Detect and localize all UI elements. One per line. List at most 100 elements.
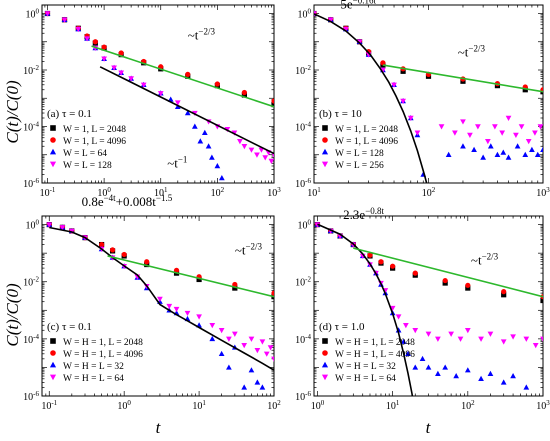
panel-c: 10-1 100 101 102 100 10-2 10-4 10-6 0.8e−4t+0.00…: [23, 193, 281, 412]
annotation: ~t−2/3: [458, 44, 486, 60]
data-point-triangle-up: [419, 355, 426, 362]
legend: W = 1, L = 2048 W = 1, L = 4096 W = L = 64…: [49, 125, 126, 171]
data-point-circle: [412, 270, 418, 276]
data-point-triangle-up: [500, 379, 507, 385]
data-point-triangle-down: [400, 98, 406, 104]
data-point-circle: [271, 290, 274, 296]
y-tick-label: 10-6: [23, 177, 39, 190]
data-point-triangle-up: [254, 379, 261, 385]
data-point-triangle-up: [522, 151, 529, 157]
data-point-triangle-up: [209, 335, 216, 342]
legend: W = H = 1, L = 2048 W = H = 1, L = 4096 W …: [49, 338, 143, 384]
data-point-circle: [173, 267, 180, 273]
legend-marker: [321, 361, 329, 368]
legend-marker: [49, 161, 57, 168]
y-axis-title-bottom: C(t)/C(0): [3, 283, 22, 347]
data-point-triangle-up: [214, 163, 221, 169]
data-point-triangle-down: [267, 345, 274, 351]
data-point-triangle-up: [478, 375, 484, 382]
data-point-triangle-down: [389, 305, 396, 312]
legend-label: W = H = 1, L = 2048: [335, 338, 415, 348]
data-point-triangle-up: [460, 143, 466, 149]
data-point-triangle-down: [237, 139, 243, 145]
tick-marks: [313, 215, 544, 397]
legend-label: W = H = L = 32: [63, 362, 124, 372]
data-point-triangle-down: [157, 91, 164, 97]
data-point-circle: [390, 263, 396, 269]
data-point-triangle-down: [391, 82, 397, 88]
data-point-circle: [501, 289, 507, 295]
fit-lines: [49, 226, 274, 371]
data-point-triangle-down: [196, 314, 202, 320]
annotation: ~t−2/3: [471, 252, 499, 268]
y-tick-label: 100: [298, 219, 312, 232]
legend-marker: [50, 338, 56, 344]
data-point-triangle-up: [218, 175, 225, 181]
legend-label: W = 1, L = 4096: [63, 137, 126, 147]
annotation: ~t−1: [167, 155, 187, 171]
data-point-triangle-down: [475, 124, 481, 130]
fit-line: [314, 13, 428, 183]
panel-b: 101 102 103 100 10-2 10-4 10-6 5e−0.16t ~t−2/3 (b…: [295, 0, 550, 199]
legend-label: W = H = 1, L = 4096: [335, 350, 415, 360]
data-point-triangle-down: [157, 296, 163, 302]
data-point-circle: [185, 71, 191, 77]
legend-label: W = H = 1, L = 4096: [63, 350, 143, 360]
x-axis-title-left: t: [156, 418, 162, 437]
x-tick-label: 100: [117, 399, 131, 412]
data-point-triangle-down: [218, 328, 225, 334]
annotation: 0.8e−4t+0.008t−1.5: [82, 193, 173, 209]
data-point-triangle-down: [438, 124, 445, 130]
data-point-triangle-down: [75, 26, 82, 33]
data-point-triangle-up: [500, 149, 507, 155]
data-point-triangle-down: [271, 356, 274, 362]
annotation: ~t−2/3: [235, 241, 263, 257]
fit-line: [382, 64, 543, 93]
data-point-triangle-down: [118, 70, 125, 76]
data-point-triangle-up: [425, 364, 432, 370]
y-tick-label: 10-6: [295, 390, 311, 403]
legend-label: W = H = L = 64: [335, 374, 396, 384]
y-tick-label: 100: [26, 8, 40, 21]
y-tick-label: 10-4: [23, 121, 39, 134]
fit-line: [353, 247, 543, 298]
data-point-triangle-down: [412, 328, 419, 334]
data-point-triangle-down: [254, 152, 260, 158]
data-point-triangle-up: [540, 146, 543, 152]
data-point-triangle-up: [480, 154, 486, 160]
data-point-square: [540, 297, 543, 304]
x-axis-title-right: t: [426, 418, 432, 437]
y-tick-label: 10-4: [295, 121, 311, 134]
data-point-circle: [101, 44, 107, 50]
data-point-triangle-down: [59, 225, 66, 231]
data-point-triangle-up: [226, 364, 232, 370]
data-point-circle: [465, 282, 471, 288]
data-point-triangle-down: [452, 130, 458, 136]
data-point-triangle-up: [248, 367, 255, 373]
data-point-triangle-up: [471, 146, 477, 152]
data-point-triangle-up: [510, 373, 516, 379]
panel-label: (b) τ = 10: [319, 108, 362, 120]
data-point-circle: [378, 259, 384, 265]
y-tick-label: 10-2: [295, 64, 311, 77]
x-tick-label: 100: [311, 399, 325, 412]
legend-label: W = L = 64: [63, 149, 107, 159]
tick-marks: [41, 4, 275, 184]
data-point-triangle-down: [248, 336, 255, 342]
data-point-triangle-down: [84, 36, 90, 42]
x-tick-label: 101: [154, 186, 168, 199]
plot-frame: [41, 215, 275, 397]
data-point-triangle-down: [457, 336, 464, 342]
data-point-triangle-up: [494, 151, 501, 157]
data-point-triangle-down: [518, 124, 525, 130]
data-point-triangle-up: [191, 123, 198, 129]
data-point-triangle-down: [268, 158, 274, 165]
data-point-triangle-down: [380, 67, 386, 73]
legend-label: W = 1, L = 2048: [335, 125, 398, 135]
data-point-triangle-down: [395, 314, 402, 320]
data-point-circle: [92, 39, 98, 45]
legend-label: W = 1, L = 2048: [63, 125, 126, 135]
data-point-triangle-down: [448, 331, 454, 337]
x-tick-label: 102: [267, 399, 281, 412]
tick-marks: [41, 215, 275, 397]
